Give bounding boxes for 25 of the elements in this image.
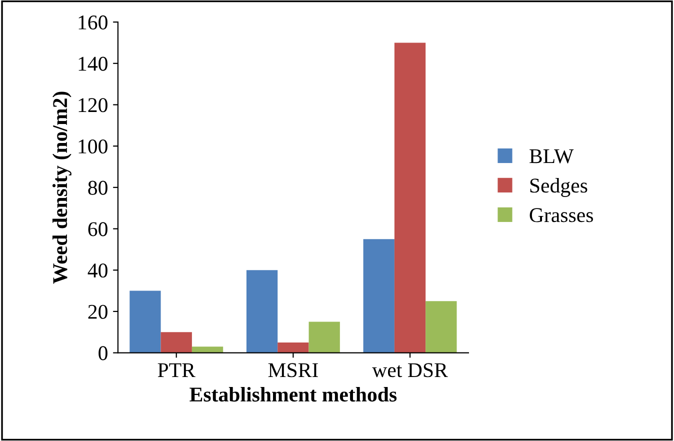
x-tick-label: MSRI bbox=[268, 363, 318, 378]
bar bbox=[160, 332, 192, 353]
y-tick-label: 40 bbox=[88, 263, 108, 278]
x-axis-title: Establishment methods bbox=[190, 386, 397, 402]
y-tick-label: 140 bbox=[78, 56, 108, 71]
y-axis-title: Weed density (no/m2) bbox=[52, 92, 72, 284]
legend-label: BLW bbox=[530, 149, 574, 164]
x-tick-label: wet DSR bbox=[372, 363, 448, 378]
bar bbox=[130, 290, 161, 353]
legend-label: Sedges bbox=[530, 178, 588, 197]
y-tick-label: 80 bbox=[88, 180, 108, 195]
bar bbox=[308, 322, 340, 353]
bar bbox=[394, 42, 426, 353]
x-tick-label: PTR bbox=[158, 363, 196, 377]
y-tick-label: 100 bbox=[78, 139, 108, 154]
y-tick-label: 60 bbox=[88, 222, 108, 236]
bar bbox=[426, 301, 457, 353]
y-tick-label: 20 bbox=[88, 304, 108, 319]
legend-label: Grasses bbox=[530, 208, 593, 222]
y-tick-label: 0 bbox=[98, 346, 108, 360]
y-tick-label: 120 bbox=[78, 98, 108, 112]
bar bbox=[363, 239, 394, 353]
bar bbox=[246, 270, 278, 353]
y-tick-label: 160 bbox=[78, 15, 108, 30]
bar bbox=[278, 342, 309, 353]
